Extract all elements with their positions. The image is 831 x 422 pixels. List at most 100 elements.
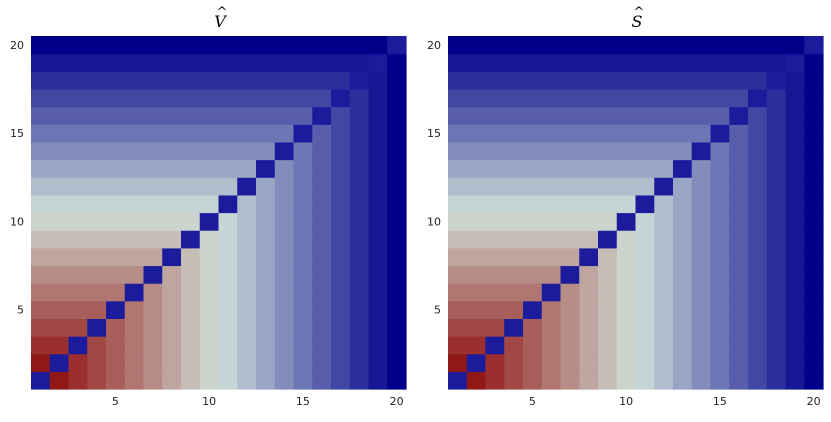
heatmap-cell bbox=[541, 106, 562, 125]
heatmap-cell bbox=[387, 159, 407, 178]
heatmap-cell bbox=[68, 230, 88, 249]
heatmap-cell bbox=[181, 283, 201, 302]
heatmap-cell bbox=[31, 353, 51, 372]
heatmap-cell bbox=[504, 353, 524, 372]
heatmap-cell bbox=[579, 141, 599, 161]
heatmap-cell bbox=[766, 124, 787, 143]
heatmap-cell bbox=[673, 106, 693, 125]
heatmap-cell bbox=[181, 159, 201, 178]
heatmap-cell bbox=[673, 300, 693, 319]
heatmap-cell-diagonal bbox=[256, 159, 276, 178]
heatmap-cell bbox=[766, 36, 787, 55]
heatmap-cell bbox=[331, 300, 351, 319]
heatmap-cell bbox=[124, 371, 145, 390]
heatmap-cell bbox=[49, 230, 70, 249]
heatmap-cell bbox=[143, 36, 163, 55]
heatmap-cell bbox=[504, 141, 524, 161]
heatmap-cell-diagonal bbox=[106, 300, 126, 319]
heatmap-cell bbox=[598, 318, 618, 337]
heatmap-cell bbox=[124, 141, 145, 161]
heatmap-cell-diagonal bbox=[312, 106, 332, 125]
heatmap-cell bbox=[691, 177, 712, 196]
heatmap-cell bbox=[293, 371, 313, 390]
heatmap-cell bbox=[368, 177, 388, 196]
heatmap-cell bbox=[523, 141, 543, 161]
heatmap-cell bbox=[181, 353, 201, 372]
heatmap-cell bbox=[504, 106, 524, 125]
heatmap-cell bbox=[143, 300, 163, 319]
heatmap-cell bbox=[691, 318, 712, 337]
heatmap-cell bbox=[710, 36, 730, 55]
heatmap-cell bbox=[616, 159, 637, 178]
heatmap-cell-diagonal bbox=[349, 71, 370, 90]
heatmap-cell bbox=[181, 124, 201, 143]
heatmap-cell bbox=[87, 212, 107, 231]
heatmap-cell bbox=[579, 371, 599, 390]
heatmap-cell bbox=[635, 88, 655, 108]
heatmap-cell bbox=[106, 336, 126, 355]
heatmap-cell bbox=[748, 300, 768, 319]
heatmap-cell bbox=[673, 194, 693, 214]
heatmap-cell-diagonal bbox=[87, 318, 107, 337]
heatmap-cell bbox=[181, 212, 201, 231]
heatmap-cell bbox=[387, 247, 407, 267]
heatmap-cell bbox=[485, 212, 505, 231]
y-tick-label: 5 bbox=[17, 304, 24, 317]
heatmap-cell bbox=[49, 124, 70, 143]
heatmap-cell bbox=[598, 247, 618, 267]
heatmap-cell-diagonal bbox=[691, 141, 712, 161]
heatmap-cell bbox=[162, 318, 182, 337]
heatmap-cell bbox=[143, 71, 163, 90]
heatmap-cell-diagonal bbox=[579, 247, 599, 267]
heatmap-cell-diagonal bbox=[124, 283, 145, 302]
heatmap-cell bbox=[691, 36, 712, 55]
heatmap-cell bbox=[49, 194, 70, 214]
heatmap-cell bbox=[635, 212, 655, 231]
heatmap-cell bbox=[485, 283, 505, 302]
heatmap-cell bbox=[331, 371, 351, 390]
heatmap-cell bbox=[635, 353, 655, 372]
heatmap-cell bbox=[504, 53, 524, 72]
heatmap-cell bbox=[31, 212, 51, 231]
heatmap-cell bbox=[293, 141, 313, 161]
heatmap-cell bbox=[349, 353, 370, 372]
heatmap-cell bbox=[49, 177, 70, 196]
heatmap-cell bbox=[598, 106, 618, 125]
heatmap-cell bbox=[106, 124, 126, 143]
heatmap-cell bbox=[541, 265, 562, 284]
heatmap-cells bbox=[448, 36, 824, 390]
heatmap-cell bbox=[218, 265, 238, 284]
heatmap-cell bbox=[181, 336, 201, 355]
y-tick-label: 10 bbox=[10, 215, 24, 228]
heatmap-cell bbox=[368, 371, 388, 390]
heatmap-cell bbox=[106, 247, 126, 267]
heatmap-cell bbox=[106, 230, 126, 249]
heatmap-cell bbox=[635, 247, 655, 267]
heatmap-cell bbox=[218, 106, 238, 125]
heatmap-cell bbox=[293, 212, 313, 231]
heatmap-cell bbox=[124, 336, 145, 355]
heatmap-cell bbox=[331, 265, 351, 284]
heatmap-cell bbox=[785, 336, 805, 355]
heatmap-cell bbox=[49, 159, 70, 178]
heatmap-cell bbox=[748, 159, 768, 178]
heatmap-cell bbox=[87, 36, 107, 55]
heatmap-cell bbox=[181, 371, 201, 390]
heatmap-cell bbox=[274, 71, 295, 90]
heatmap-cell bbox=[143, 194, 163, 214]
heatmap-cell bbox=[106, 265, 126, 284]
heatmap-cell bbox=[293, 247, 313, 267]
heatmap-cell bbox=[785, 371, 805, 390]
heatmap-cell bbox=[485, 159, 505, 178]
heatmap-cell bbox=[31, 124, 51, 143]
heatmap-cell bbox=[710, 212, 730, 231]
heatmap-cell bbox=[710, 106, 730, 125]
heatmap-cell bbox=[274, 106, 295, 125]
heatmap-cell bbox=[181, 247, 201, 267]
heatmap-cell bbox=[349, 88, 370, 108]
heatmap-cell-diagonal bbox=[710, 124, 730, 143]
heatmap-cell bbox=[673, 212, 693, 231]
heatmap-cell bbox=[181, 265, 201, 284]
heatmap-cell bbox=[541, 71, 562, 90]
heatmap-cell bbox=[31, 141, 51, 161]
